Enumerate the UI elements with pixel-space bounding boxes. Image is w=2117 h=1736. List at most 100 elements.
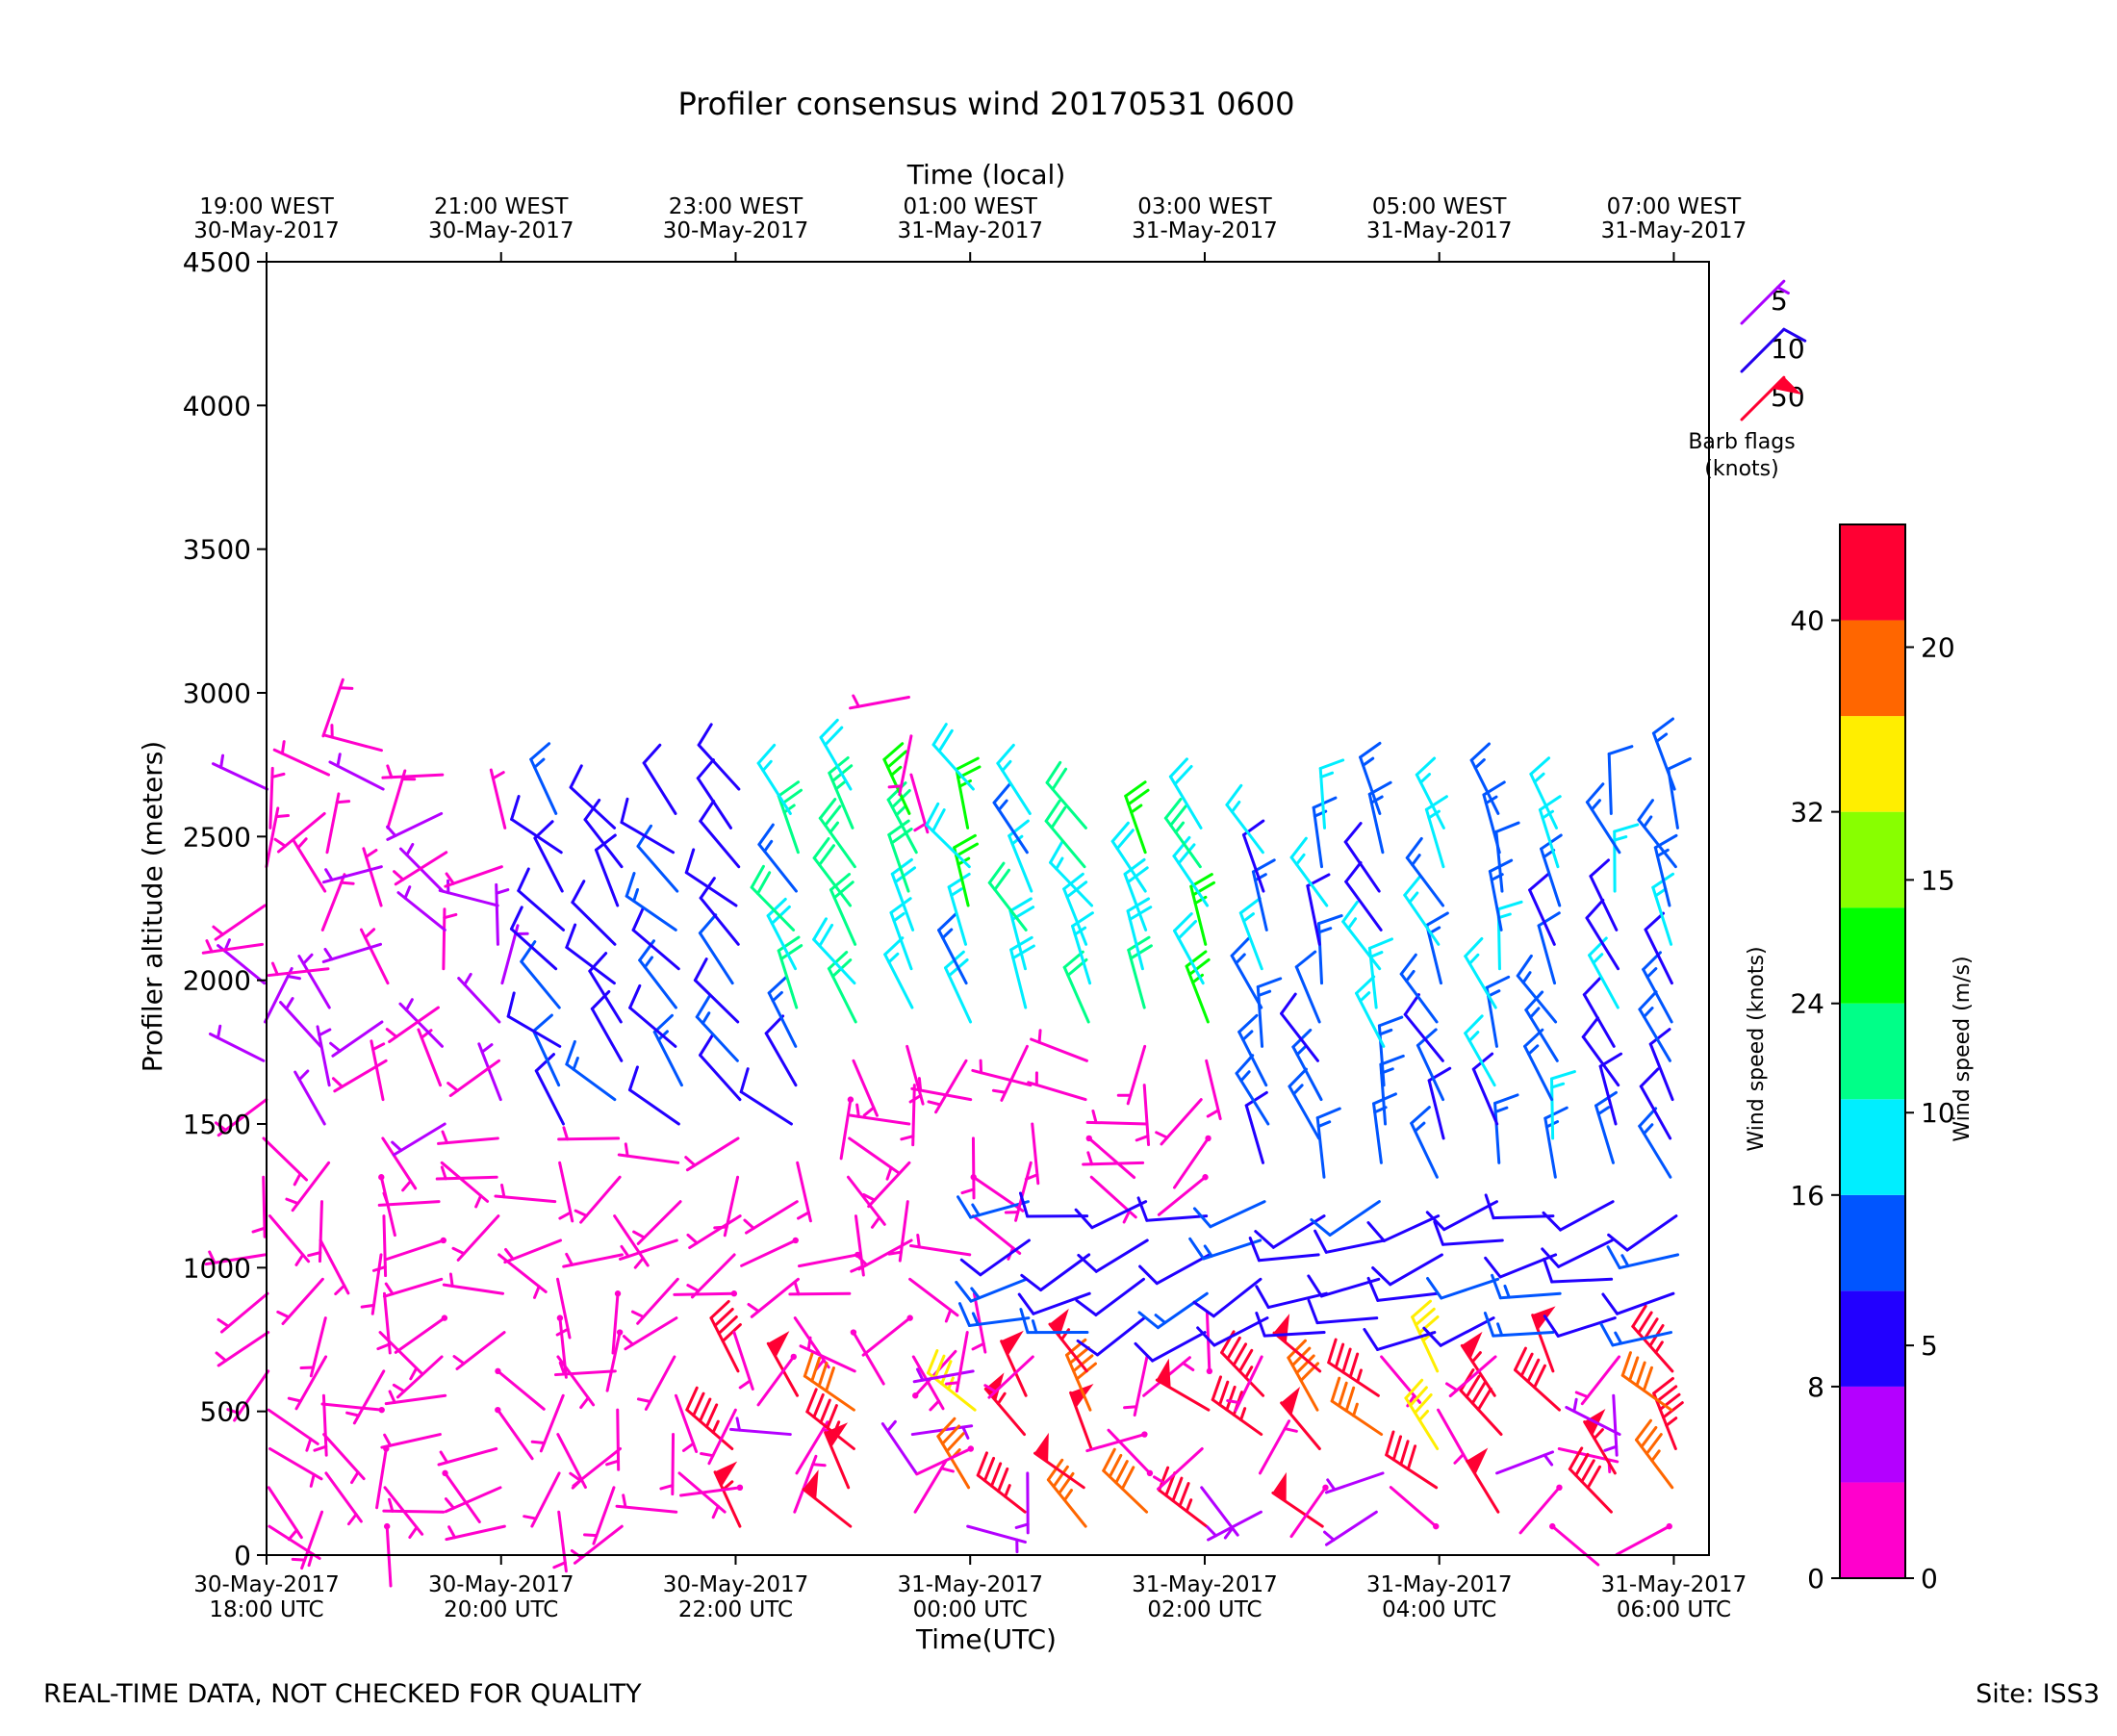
barb-staff <box>1326 1240 1385 1252</box>
barb-feather <box>1622 1353 1630 1376</box>
wind-barb <box>644 745 676 813</box>
barb-staff <box>1317 1318 1377 1323</box>
barb-half-feather <box>1552 1084 1564 1087</box>
barb-half-feather <box>952 889 962 896</box>
barb-half-feather <box>390 1499 393 1511</box>
barb-flag <box>1467 1449 1488 1474</box>
barb-half-feather <box>1645 817 1651 827</box>
barb-feather <box>1329 1340 1336 1363</box>
top-tick-label-date: 30-May-2017 <box>663 218 809 243</box>
barb-feather <box>741 1069 748 1092</box>
barb-half-feather <box>795 1283 799 1294</box>
wind-barb <box>361 930 388 983</box>
wind-barb <box>915 1461 953 1512</box>
wind-barb <box>326 1473 361 1524</box>
barb-half-feather <box>773 992 781 1000</box>
barb-half-feather <box>891 767 900 775</box>
barb-calm-dot <box>378 1407 384 1413</box>
wind-barb <box>910 1235 969 1254</box>
barb-half-feather <box>298 839 306 848</box>
colorbar-tick-ms: 5 <box>1921 1330 1938 1362</box>
barb-half-feather <box>387 1030 396 1037</box>
barb-profile-column <box>555 766 648 1563</box>
barb-half-feather <box>763 761 771 770</box>
barb-half-feather <box>1006 1486 1010 1497</box>
barb-staff <box>511 929 555 968</box>
wind-barb <box>1379 1017 1401 1085</box>
barb-feather <box>571 766 581 787</box>
barb-half-feather <box>941 1468 953 1471</box>
wind-barb <box>559 1128 619 1139</box>
barb-staff <box>629 1090 678 1124</box>
barb-half-feather <box>798 1213 808 1218</box>
barb-half-feather <box>450 1274 452 1286</box>
barb-staff <box>322 1404 382 1410</box>
barb-half-feather <box>683 1443 693 1450</box>
barb-half-feather <box>702 1013 708 1024</box>
barb-feather <box>1309 1276 1322 1296</box>
barb-half-feather <box>1259 991 1270 995</box>
wind-barb <box>1126 782 1148 853</box>
barb-feather <box>1485 1314 1492 1337</box>
barb-half-feather <box>715 1227 727 1228</box>
barb-half-feather <box>624 1495 625 1507</box>
wind-barb <box>1605 1395 1617 1455</box>
colorbar-band <box>1840 1387 1905 1483</box>
barb-feather <box>1194 1302 1213 1315</box>
y-tick-label: 3500 <box>183 534 251 566</box>
barb-half-feather <box>287 1199 298 1203</box>
wind-barb <box>1332 1378 1381 1434</box>
barb-feather <box>978 1453 986 1475</box>
barb-half-feather <box>1328 1480 1335 1490</box>
barb-half-feather <box>365 930 373 937</box>
barb-calm-dot <box>441 1238 446 1243</box>
barb-half-feather <box>1033 1321 1036 1333</box>
wind-barb <box>264 1138 307 1185</box>
barb-feather <box>1608 1247 1620 1268</box>
barb-staff <box>387 1240 444 1260</box>
wind-barb <box>946 952 971 1022</box>
wind-barb <box>1603 1293 1673 1314</box>
barb-half-feather <box>1475 760 1484 768</box>
wind-barb <box>638 1357 674 1410</box>
barb-feather <box>699 725 711 745</box>
barb-staff <box>1296 967 1319 1022</box>
wind-barb <box>446 1488 500 1512</box>
barb-half-feather <box>442 1167 446 1179</box>
barb-staff <box>1157 1255 1209 1284</box>
barb-half-feather <box>395 872 403 880</box>
barb-feather <box>695 959 706 981</box>
wind-barb <box>632 1279 677 1323</box>
wind-barb <box>1636 1420 1671 1488</box>
barb-half-feather <box>1232 802 1238 811</box>
barb-feather <box>1496 823 1518 831</box>
barb-half-feather <box>998 1393 1005 1403</box>
colorbar-tick-ms: 15 <box>1921 864 1955 896</box>
barb-profile-column <box>268 679 364 1568</box>
barb-half-feather <box>1594 1430 1603 1439</box>
wind-barb <box>863 1315 913 1355</box>
barb-half-feather <box>385 1435 391 1445</box>
wind-barb <box>699 725 739 789</box>
barb-staff <box>1584 995 1614 1047</box>
wind-barb <box>442 1162 487 1207</box>
barb-calm-dot <box>1147 1470 1153 1476</box>
barb-half-feather <box>737 1418 739 1430</box>
barb-staff <box>1092 1202 1146 1228</box>
barb-half-feather <box>902 1136 913 1139</box>
barb-calm-dot <box>1667 1523 1672 1529</box>
wind-barb <box>1273 1474 1322 1527</box>
barb-calm-dot <box>557 1315 563 1320</box>
wind-barb <box>741 1069 791 1124</box>
wind-barb <box>1194 1202 1264 1227</box>
colorbar-tick-ms: 10 <box>1921 1097 1955 1129</box>
wind-barb <box>327 794 349 853</box>
wind-barb <box>383 766 443 778</box>
barb-half-feather <box>1576 1392 1588 1397</box>
barb-staff <box>1493 1216 1553 1218</box>
barb-half-feather <box>275 839 285 846</box>
barb-staff <box>1089 1138 1135 1178</box>
barb-half-feather <box>745 1220 753 1228</box>
barb-feather <box>1601 1324 1613 1345</box>
wind-barb <box>758 745 790 813</box>
